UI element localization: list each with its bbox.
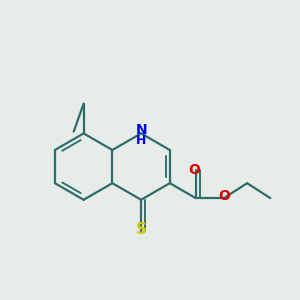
Text: O: O <box>218 190 230 203</box>
Text: O: O <box>188 163 200 177</box>
Text: N: N <box>135 123 147 137</box>
Text: H: H <box>136 134 146 147</box>
Text: S: S <box>136 222 147 237</box>
